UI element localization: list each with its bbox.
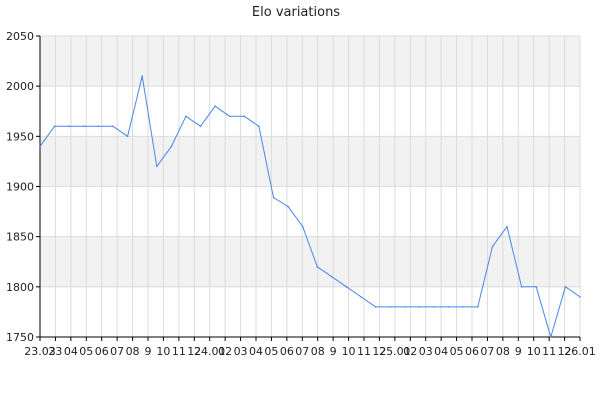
chart-title: Elo variations <box>252 5 340 20</box>
data-point <box>404 306 406 308</box>
x-tick-label: 9 <box>145 345 152 358</box>
data-point <box>345 286 348 288</box>
data-point <box>97 125 100 128</box>
data-point <box>506 225 508 228</box>
x-tick-label: 07 <box>295 345 309 358</box>
x-tick-label: 07 <box>480 345 494 358</box>
y-tick-label: 1800 <box>6 281 34 294</box>
x-tick-label: 12 <box>372 345 386 358</box>
x-tick-label: 23.03 <box>24 345 56 358</box>
data-point <box>433 306 435 308</box>
data-point <box>535 286 538 288</box>
data-point <box>112 125 114 128</box>
y-tick-label: 1900 <box>6 181 34 194</box>
data-point <box>550 336 552 338</box>
background-band <box>40 136 580 187</box>
x-tick-label: 10 <box>527 345 541 358</box>
series-layer <box>39 75 581 338</box>
x-tick-label: 11 <box>542 345 556 358</box>
data-point <box>170 145 173 148</box>
data-point <box>82 125 85 128</box>
data-point <box>447 306 450 308</box>
x-tick-label: 06 <box>465 345 479 358</box>
x-tick-label: 26.01 <box>564 345 596 358</box>
data-point <box>214 105 216 108</box>
data-point <box>316 265 319 268</box>
x-tick-label: 02 <box>403 345 417 358</box>
data-point <box>389 306 392 308</box>
data-point <box>462 306 465 308</box>
x-tick-label: 08 <box>496 345 510 358</box>
x-tick-label: 10 <box>342 345 356 358</box>
y-tick-label: 1750 <box>6 331 34 344</box>
data-point <box>579 296 581 298</box>
data-point <box>418 306 421 308</box>
x-tick-label: 24.01 <box>194 345 226 358</box>
grid-lines <box>39 35 581 338</box>
x-tick-label: 12 <box>187 345 201 358</box>
data-point <box>520 286 523 288</box>
data-point <box>374 306 377 308</box>
data-point <box>301 225 304 228</box>
x-tick-label: 07 <box>110 345 124 358</box>
data-point <box>564 286 567 288</box>
data-point <box>228 115 231 118</box>
x-tick-label: 05 <box>264 345 278 358</box>
x-tick-label: 05 <box>79 345 93 358</box>
data-point <box>360 296 362 298</box>
x-tick-label: 9 <box>330 345 337 358</box>
x-tick-label: 03 <box>234 345 248 358</box>
x-tick-label: 04 <box>434 345 448 358</box>
x-tick-label: 11 <box>357 345 371 358</box>
y-tick-label: 1850 <box>6 231 34 244</box>
x-tick-label: 04 <box>64 345 78 358</box>
series-line <box>39 75 581 338</box>
data-point <box>491 245 494 248</box>
data-point <box>272 196 275 199</box>
data-point <box>199 125 202 128</box>
x-tick-label: 03 <box>419 345 433 358</box>
data-point <box>126 135 129 138</box>
y-tick-label: 1950 <box>6 130 34 143</box>
x-tick-label: 04 <box>249 345 263 358</box>
y-tick-label: 2050 <box>6 30 34 43</box>
data-point <box>287 205 289 208</box>
background-band <box>40 236 580 287</box>
data-point <box>477 306 479 308</box>
x-tick-label: 08 <box>311 345 325 358</box>
background-band <box>40 36 580 87</box>
data-point <box>155 165 158 168</box>
x-tick-label: 11 <box>172 345 186 358</box>
data-point <box>53 125 56 128</box>
data-point <box>331 276 333 278</box>
background-bands <box>40 36 580 287</box>
x-tick-label: 05 <box>450 345 464 358</box>
x-tick-label: 25.01 <box>379 345 411 358</box>
x-tick-label: 06 <box>280 345 294 358</box>
data-point <box>258 125 260 128</box>
axes <box>36 35 581 341</box>
data-point <box>39 145 41 148</box>
x-tick-label: 08 <box>126 345 140 358</box>
data-point <box>141 75 143 77</box>
x-tick-label: 23 <box>48 345 62 358</box>
y-tick-labels: 1750 1800 1850 1900 1950 2000 2050 <box>6 30 34 344</box>
data-point <box>185 115 187 118</box>
y-tick-label: 2000 <box>6 80 34 93</box>
data-point <box>68 125 70 128</box>
x-tick-label: 9 <box>515 345 522 358</box>
data-point <box>243 115 246 118</box>
x-tick-label: 10 <box>156 345 170 358</box>
x-tick-label: 02 <box>218 345 232 358</box>
x-tick-label: 06 <box>95 345 109 358</box>
x-tick-label: 12 <box>558 345 572 358</box>
